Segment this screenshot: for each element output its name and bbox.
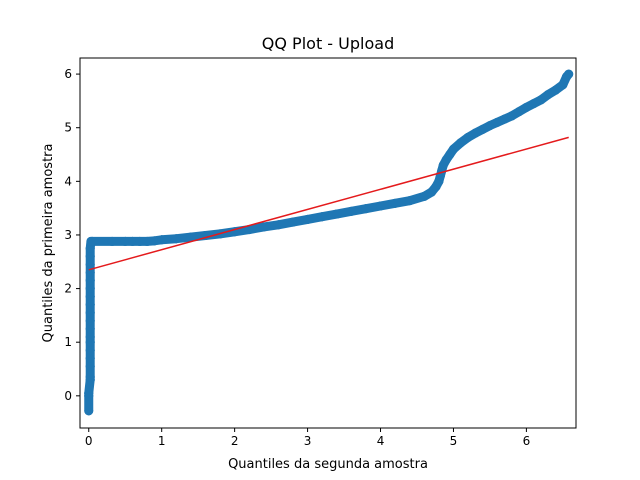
y-tick-label: 3 (64, 228, 72, 242)
x-tick-label: 1 (158, 434, 166, 448)
y-tick-label: 4 (64, 174, 72, 188)
x-tick-label: 0 (85, 434, 93, 448)
chart-title: QQ Plot - Upload (262, 34, 394, 53)
x-tick-label: 2 (231, 434, 239, 448)
y-tick-label: 0 (64, 389, 72, 403)
x-tick-label: 5 (450, 434, 458, 448)
axes-frame (79, 57, 577, 429)
data-point-band (562, 69, 574, 82)
x-tick-label: 4 (377, 434, 385, 448)
plot-area (84, 69, 574, 416)
y-tick-label: 2 (64, 282, 72, 296)
y-axis-ticks: 0 1 2 3 4 5 6 (64, 67, 80, 403)
x-axis-label: Quantiles da segunda amostra (228, 457, 428, 472)
x-axis-ticks: 0 1 2 3 4 5 6 (85, 428, 530, 448)
x-tick-label: 6 (523, 434, 531, 448)
y-axis-label: Quantiles da primeira amostra (41, 144, 56, 343)
y-tick-label: 5 (64, 121, 72, 135)
x-tick-label: 3 (304, 434, 312, 448)
y-tick-label: 1 (64, 335, 72, 349)
y-tick-label: 6 (64, 67, 72, 81)
reference-line (88, 136, 569, 271)
